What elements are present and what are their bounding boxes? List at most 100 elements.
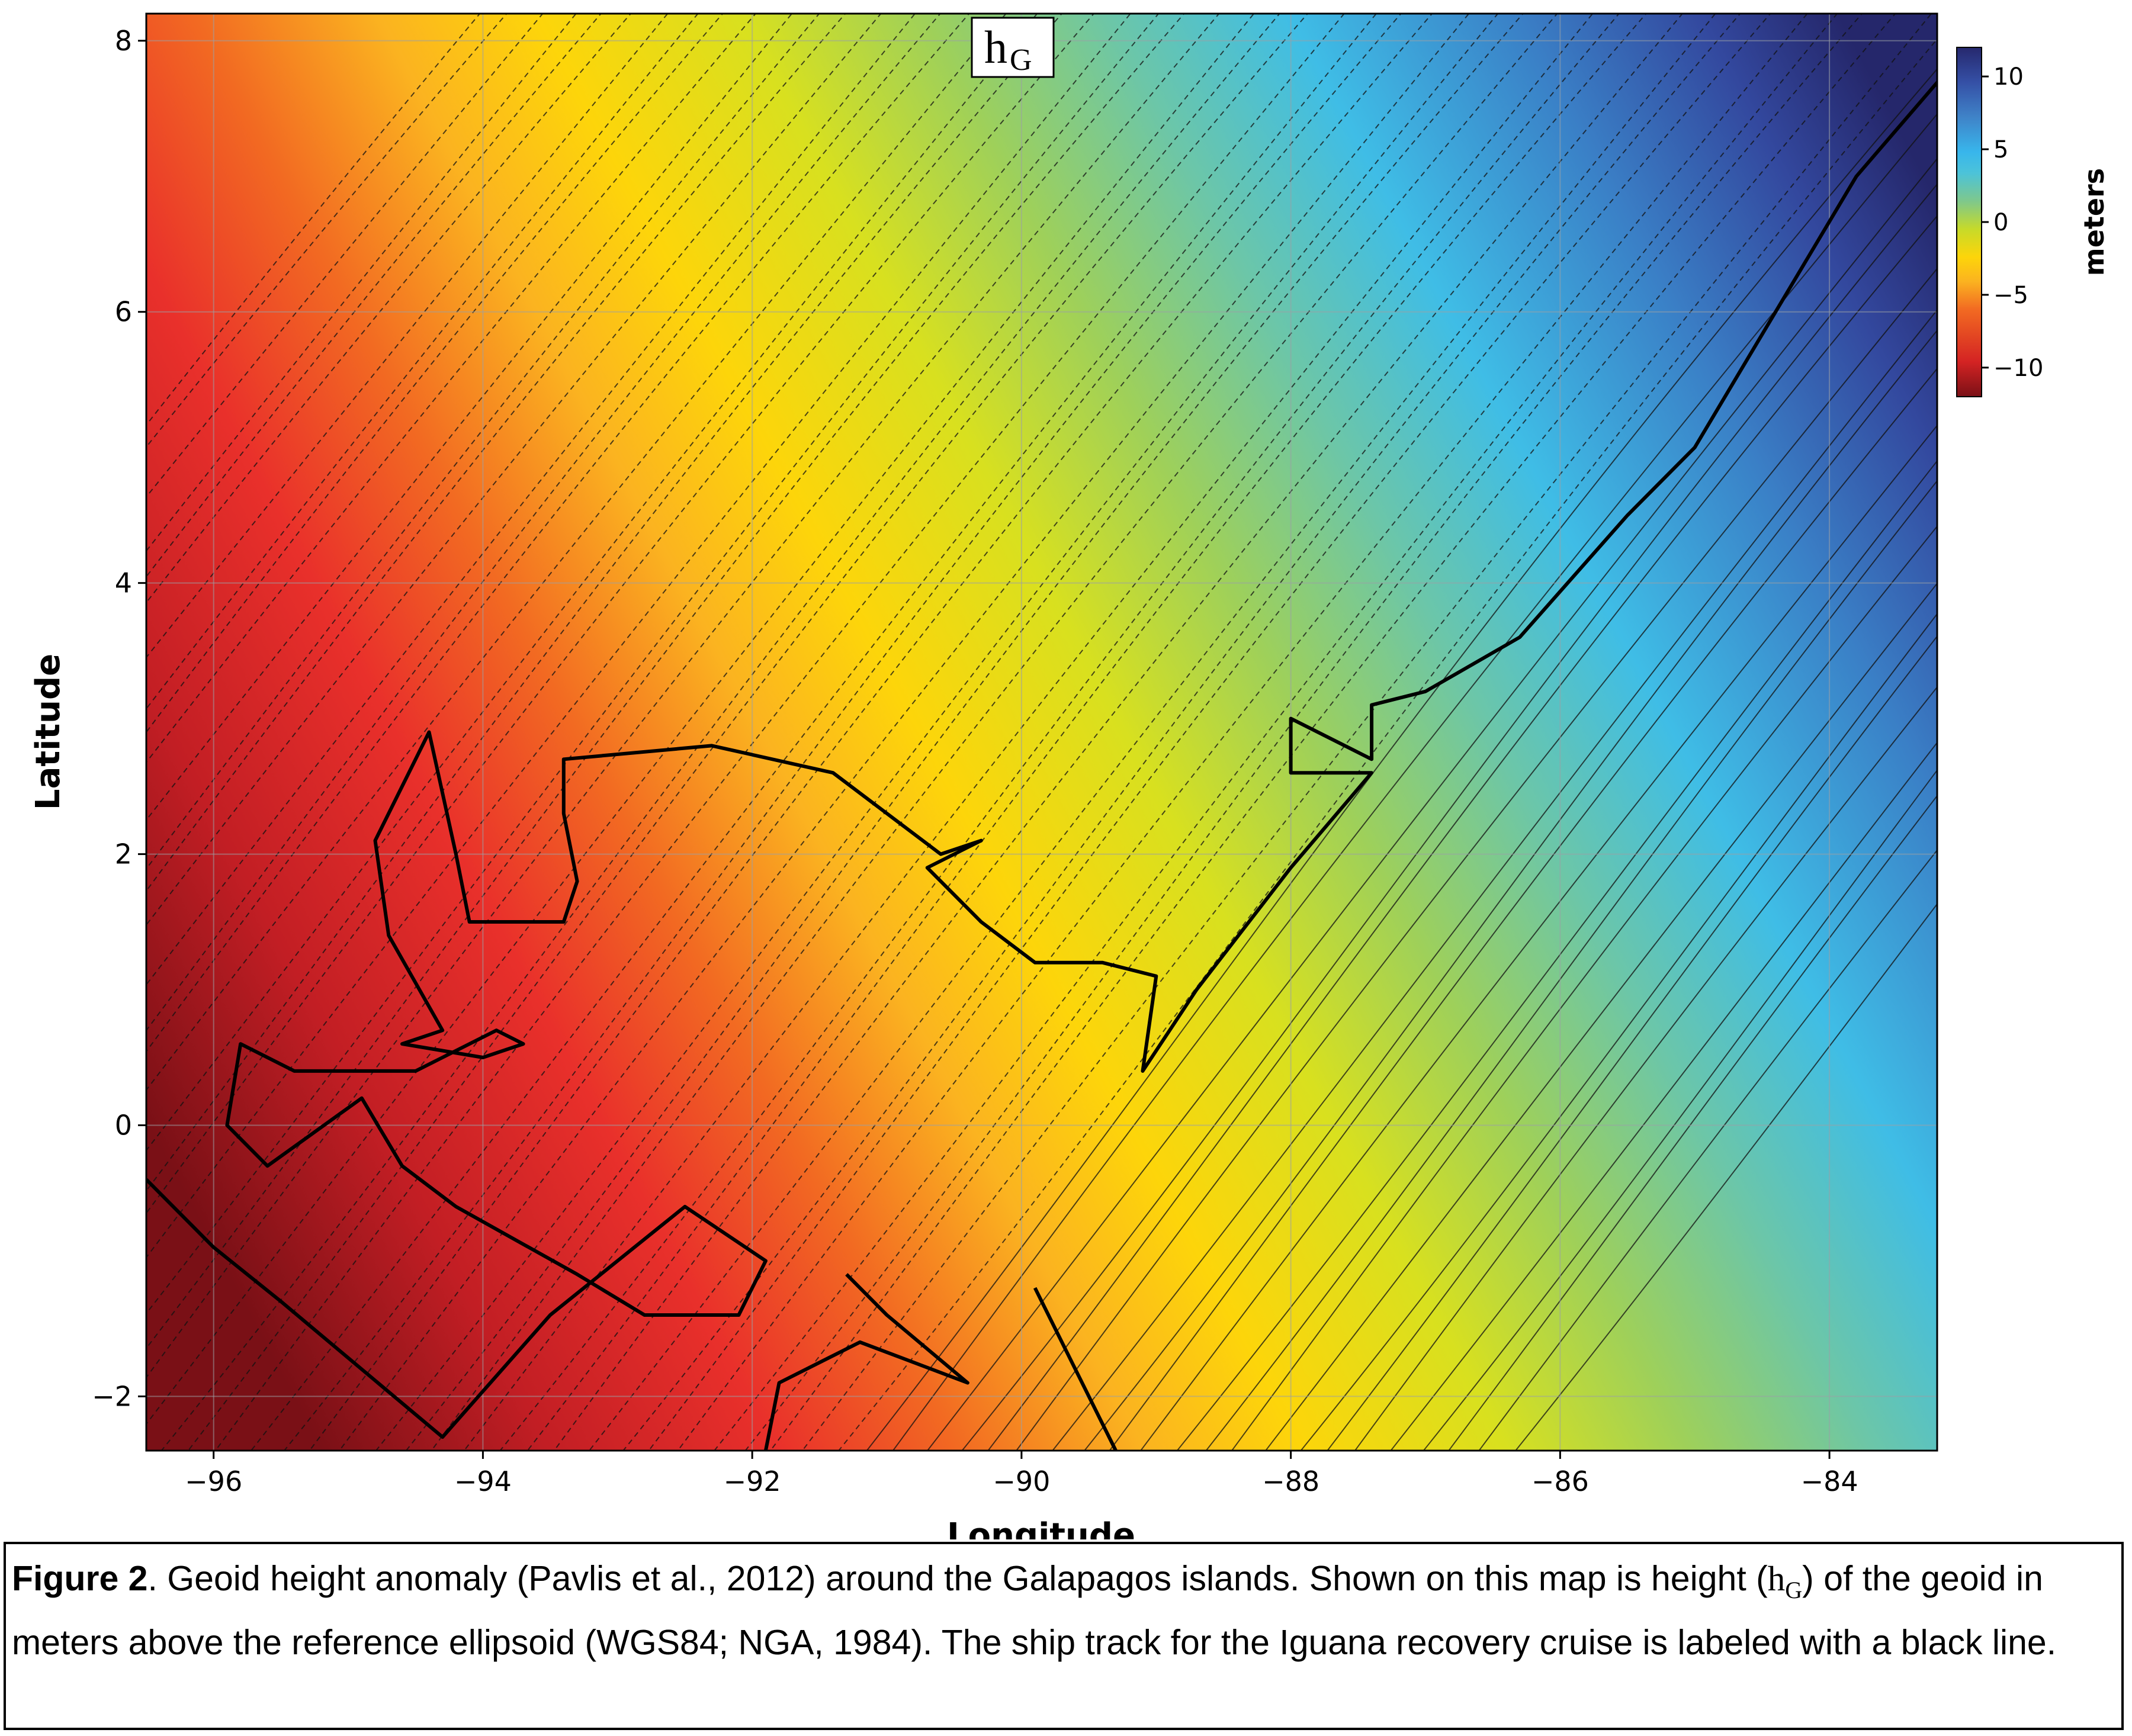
contour-line [1139,425,1937,1451]
ship-track-leg [763,1273,969,1451]
contour-line [146,14,1038,1152]
geoid-height-field [146,14,1937,1451]
contour-line [146,14,1255,1425]
x-tick-label: −84 [1801,1465,1858,1497]
colorbar-title: meters [2078,168,2110,276]
geoid-gradient-fill [146,14,1937,1451]
caption-text-part-1: . Geoid height anomaly (Pavlis et al., 2… [147,1559,1768,1598]
panel-label-box: h G [971,17,1055,78]
contour-line [146,14,1063,1192]
contour-line [146,14,916,986]
contour-line [801,14,1932,1451]
contour-line [146,14,970,1053]
caption-symbol-subscript: G [1785,1576,1803,1603]
contour-line [1390,741,1937,1451]
x-tick-label: −96 [185,1465,242,1497]
contour-line [146,14,942,1032]
contour-line [187,14,1309,1451]
x-tick-label: −90 [993,1465,1050,1497]
contour-line [146,14,846,892]
colorbar-tick-label: 0 [1993,209,2008,236]
y-tick-label: 0 [115,1109,132,1141]
contour-line [837,38,1937,1451]
colorbar-ticks: 10 5 0 −5 −10 [1982,63,2043,382]
y-tick-label: 2 [115,838,132,870]
panel-label-main: h [984,21,1007,73]
contour-line [1423,769,1937,1451]
contour-line [648,14,1771,1451]
contour-line [769,14,1896,1451]
contour-line [1448,795,1937,1451]
contour-line [1231,525,1937,1451]
contour-line [1478,849,1937,1451]
colorbar: 10 5 0 −5 −10 meters [1956,47,2110,397]
contour-line [309,14,1433,1451]
caption-text-part-2: ) of the geoid in meters above the refer… [12,1559,2057,1662]
colorbar-tick-label: −5 [1993,282,2028,309]
plot-frame [145,12,1938,1452]
contour-line [338,14,1470,1451]
contour-line [250,14,1378,1451]
contour-line [463,14,1594,1451]
ship-track-leg [1033,1287,1118,1451]
contour-line [1083,329,1937,1451]
caption-label: Figure 2 [12,1559,148,1598]
contour-lines [146,14,1937,1451]
contour-line [146,14,1160,1314]
contour-line [713,14,1838,1451]
contour-line [146,14,1185,1349]
figure-caption: Figure 2. Geoid height anomaly (Pavlis e… [4,1542,2124,1730]
colorbar-tick-label: −10 [1993,355,2043,382]
ship-track-line [146,79,1937,1439]
contour-line [146,14,820,870]
ship-track-group [146,79,1937,1451]
x-axis-title: Longitude [947,1516,1135,1539]
contour-line [1015,268,1937,1451]
contour-line [677,14,1808,1451]
y-tick-label: 6 [115,296,132,328]
contour-line [866,68,1937,1451]
contour-line [146,14,1095,1214]
contour-line [1354,686,1937,1451]
contour-line [622,14,1741,1451]
contour-line [146,14,602,578]
caption-symbol: h [1767,1559,1786,1598]
contour-line [146,14,481,426]
contour-line [987,215,1937,1451]
contour-line [588,14,1716,1451]
colorbar-tick-label: 5 [1993,136,2008,163]
contour-line [1109,368,1937,1451]
contour-line [146,14,699,710]
panel-label-sub: G [1010,43,1032,77]
contour-line [499,14,1620,1451]
contour-line [146,14,724,734]
colorbar-tick-label: 10 [1993,63,2024,91]
contour-line [146,14,577,552]
x-tick-label: −86 [1531,1465,1589,1497]
contour-line [1327,635,1937,1451]
x-tick-label: −94 [454,1465,512,1497]
y-axis-title: Latitude [29,654,68,810]
contour-line [1300,613,1937,1451]
panel-label-frame [971,17,1055,78]
contour-line [892,112,1937,1451]
contour-line [405,14,1524,1451]
contour-line [1264,582,1937,1451]
y-axis-ticks: −2 0 2 4 6 8 [92,25,146,1412]
x-axis-ticks: −96 −94 −92 −90 −88 −86 −84 [185,1451,1858,1497]
contour-line [1052,308,1937,1451]
contour-line [744,14,1863,1451]
contour-line [926,157,1937,1451]
contour-line [283,14,1402,1451]
y-tick-label: 4 [115,567,132,599]
contour-line [1514,903,1937,1451]
contour-line [160,14,1281,1451]
contour-line [961,183,1937,1451]
colorbar-gradient [1956,47,1982,397]
y-tick-label: −2 [92,1380,132,1412]
contour-line [526,14,1647,1451]
y-tick-label: 8 [115,25,132,57]
x-tick-label: −88 [1262,1465,1319,1497]
contour-line [1205,480,1937,1451]
